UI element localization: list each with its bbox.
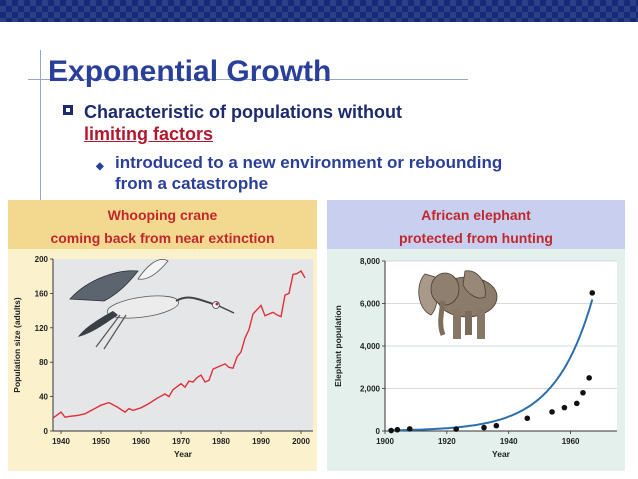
data-point (589, 290, 596, 296)
decor-horizontal-line (28, 79, 468, 80)
x-tick-label: 1960 (562, 437, 580, 446)
bullet2-text-1: introduced to a new environment or rebou… (115, 153, 503, 172)
elephant-panel-header: African elephant protected from hunting (327, 200, 625, 249)
y-tick-label: 4,000 (360, 342, 381, 351)
data-point (549, 409, 555, 415)
y-tick-label: 200 (35, 255, 49, 264)
data-point (481, 424, 487, 431)
elephant-illustration (418, 270, 498, 339)
y-axis-label: Elephant population (333, 305, 343, 387)
series-line (52, 270, 306, 419)
elephant-heading: African elephant (421, 207, 531, 223)
data-point (524, 415, 531, 422)
crane-illustration (69, 259, 235, 350)
x-axis-label: Year (174, 449, 193, 459)
x-tick-label: 1980 (212, 437, 230, 446)
crane-panel-header: Whooping crane coming back from near ext… (8, 200, 317, 249)
y-tick-label: 40 (39, 393, 48, 402)
data-point (586, 375, 592, 381)
square-bullet-icon (63, 105, 73, 115)
x-tick-label: 2000 (292, 437, 310, 446)
y-tick-label: 120 (35, 324, 49, 333)
bullet1-text: Characteristic of populations without (84, 102, 403, 122)
data-point (493, 422, 500, 429)
crane-subheading: coming back from near extinction (50, 230, 275, 246)
data-point (394, 426, 401, 433)
data-point (573, 400, 580, 407)
diamond-bullet-icon: ◆ (96, 161, 104, 172)
y-tick-label: 8,000 (360, 257, 381, 266)
data-point (561, 404, 568, 411)
x-tick-label: 1940 (52, 437, 70, 446)
y-tick-label: 160 (35, 289, 49, 298)
elephant-subheading: protected from hunting (399, 230, 553, 246)
limiting-factors-link[interactable]: limiting factors (84, 124, 214, 144)
y-tick-label: 6,000 (360, 300, 381, 309)
x-tick-label: 1900 (376, 437, 394, 446)
x-tick-label: 1960 (132, 437, 150, 446)
slide-title: Exponential Growth (48, 55, 332, 88)
x-axis-label: Year (492, 449, 511, 459)
x-tick-label: 1940 (500, 437, 518, 446)
y-axis-label: Population size (adults) (12, 297, 22, 393)
elephant-chart-panel: 0 2,000 4,000 6,000 8,000 1900 1920 1940 1960 Yea… (327, 249, 625, 471)
data-point (580, 389, 586, 396)
y-tick-label: 80 (39, 358, 48, 367)
crane-chart: 0 40 80 120 160 200 1940 1950 1960 1970 1980 1990 20… (12, 255, 313, 459)
x-tick-label: 1990 (252, 437, 270, 446)
data-point (388, 427, 394, 434)
x-tick-label: 1920 (438, 437, 456, 446)
crane-heading: Whooping crane (107, 207, 218, 223)
y-tick-label: 0 (376, 427, 381, 436)
x-tick-label: 1950 (92, 437, 110, 446)
y-tick-label: 0 (44, 427, 49, 436)
bullet2-text-2: from a catastrophe (115, 174, 269, 193)
crane-chart-panel: 0 40 80 120 160 200 1940 1950 1960 1970 1980 1990 20… (8, 249, 317, 471)
decor-vertical-line (40, 50, 41, 200)
header-stripe (0, 0, 638, 22)
fit-curve (388, 299, 594, 432)
y-tick-label: 2,000 (360, 385, 381, 394)
elephant-chart: 0 2,000 4,000 6,000 8,000 1900 1920 1940 1960 Yea… (333, 257, 617, 459)
x-tick-label: 1970 (172, 437, 190, 446)
data-point (406, 426, 413, 432)
data-point (453, 426, 459, 432)
